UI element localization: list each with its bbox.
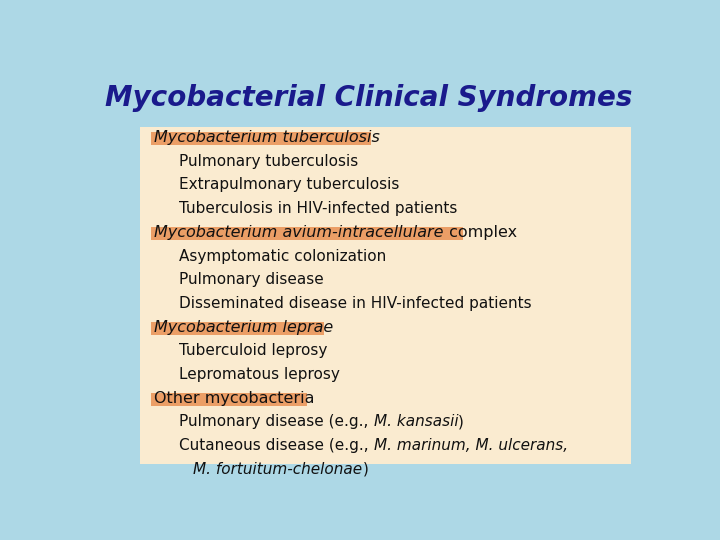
Text: Asymptomatic colonization: Asymptomatic colonization <box>179 248 387 264</box>
Text: Cutaneous disease (e.g.,: Cutaneous disease (e.g., <box>179 438 374 453</box>
Text: Mycobacterium leprae: Mycobacterium leprae <box>154 320 333 335</box>
FancyBboxPatch shape <box>150 132 372 145</box>
Text: Disseminated disease in HIV-infected patients: Disseminated disease in HIV-infected pat… <box>179 296 532 311</box>
Text: complex: complex <box>444 225 517 240</box>
Text: Tuberculoid leprosy: Tuberculoid leprosy <box>179 343 328 359</box>
FancyBboxPatch shape <box>150 322 324 335</box>
Text: Lepromatous leprosy: Lepromatous leprosy <box>179 367 340 382</box>
Text: Other mycobacteria: Other mycobacteria <box>154 391 315 406</box>
FancyBboxPatch shape <box>140 127 631 464</box>
FancyBboxPatch shape <box>150 393 307 406</box>
Text: Mycobacterium tuberculosis: Mycobacterium tuberculosis <box>154 130 380 145</box>
FancyBboxPatch shape <box>150 227 463 240</box>
Text: M. marinum, M. ulcerans,: M. marinum, M. ulcerans, <box>374 438 568 453</box>
Text: Tuberculosis in HIV-infected patients: Tuberculosis in HIV-infected patients <box>179 201 458 216</box>
Text: Pulmonary disease (e.g.,: Pulmonary disease (e.g., <box>179 415 374 429</box>
Text: Pulmonary tuberculosis: Pulmonary tuberculosis <box>179 154 359 169</box>
Text: Mycobacterial Clinical Syndromes: Mycobacterial Clinical Syndromes <box>105 84 633 112</box>
Text: M. kansasii: M. kansasii <box>374 415 458 429</box>
Text: Pulmonary disease: Pulmonary disease <box>179 272 324 287</box>
Text: ): ) <box>458 415 464 429</box>
Text: Extrapulmonary tuberculosis: Extrapulmonary tuberculosis <box>179 178 400 192</box>
Text: ): ) <box>362 462 368 477</box>
Text: Mycobacterium avium-intracellulare: Mycobacterium avium-intracellulare <box>154 225 444 240</box>
Text: M. fortuitum-chelonae: M. fortuitum-chelonae <box>193 462 362 477</box>
